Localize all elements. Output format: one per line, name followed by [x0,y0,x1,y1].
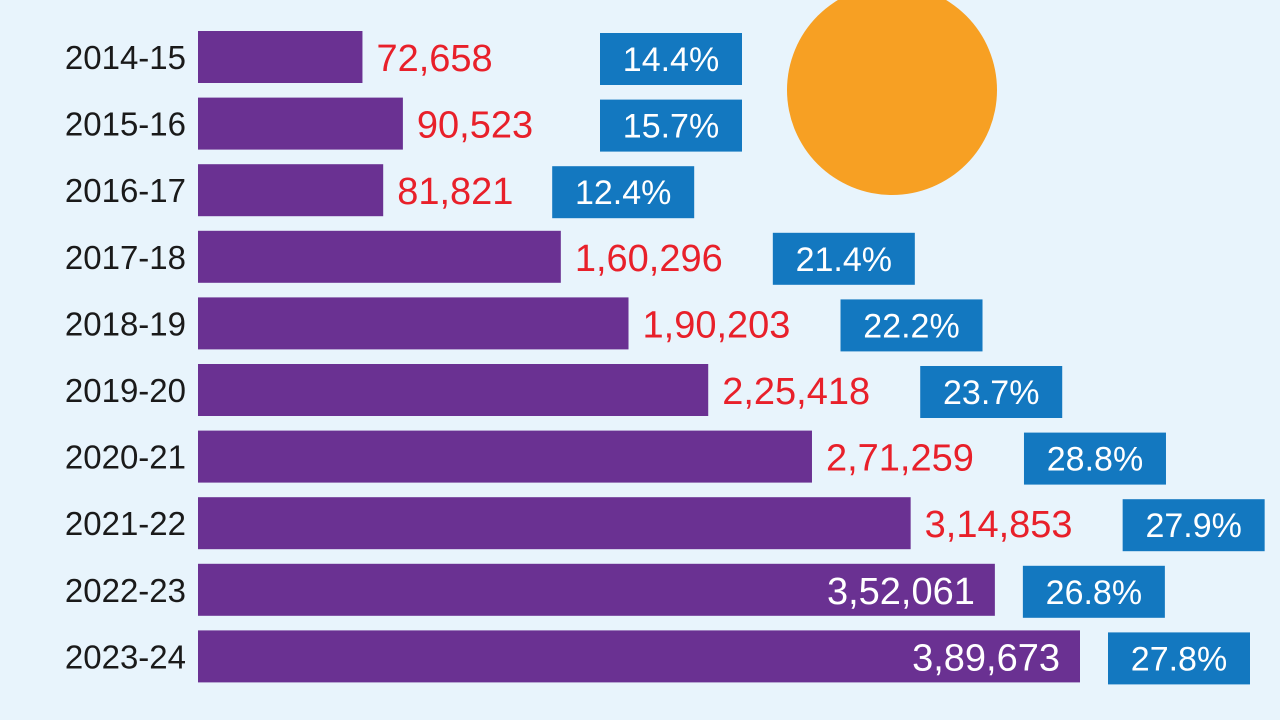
percent-box [772,232,915,285]
percent-label: 27.9% [1145,507,1241,545]
bar [198,497,911,550]
bar [198,230,561,283]
category-label: 2017-18 [65,239,186,276]
category-label: 2022-23 [65,572,186,609]
percent-box [1108,632,1250,685]
bar [198,297,629,350]
value-label: 3,52,061 [827,571,975,613]
percent-label: 15.7% [623,108,719,146]
category-label: 2014-15 [65,39,186,76]
value-label: 81,821 [397,171,513,213]
value-label: 1,60,296 [575,238,723,280]
bar [198,630,1080,683]
value-label: 1,90,203 [643,304,791,346]
percent-box [600,33,742,85]
category-label: 2019-20 [65,372,186,409]
percent-label: 23.7% [943,374,1039,412]
value-label: 72,658 [376,38,492,80]
bar [198,97,403,150]
value-label: 3,14,853 [925,504,1073,546]
value-label: 90,523 [417,105,533,147]
percent-label: 12.4% [575,174,671,212]
percent-box [600,99,742,152]
category-label: 2016-17 [65,172,186,209]
percent-box [1122,499,1265,552]
category-label: 2023-24 [65,638,186,675]
value-label: 2,25,418 [722,371,870,413]
orange-circle [787,0,997,195]
value-label: 2,71,259 [826,438,974,480]
value-label: 3,89,673 [912,637,1060,679]
bar [198,364,709,416]
category-label: 2018-19 [65,305,186,342]
percent-box [552,166,695,219]
percent-label: 21.4% [796,241,892,279]
category-label: 2020-21 [65,439,186,476]
bars-group: 2014-15 72,658 14.4% 2015-16 90,523 15.7% 2016… [65,31,1265,685]
percent-box [1023,432,1166,485]
bar [198,563,995,616]
percent-box [1022,565,1165,618]
percent-label: 22.2% [863,307,959,345]
category-label: 2021-22 [65,505,186,542]
percent-label: 27.8% [1131,640,1227,678]
bar [198,430,812,483]
percent-label: 28.8% [1047,441,1143,479]
bar [198,31,363,83]
percent-box [920,366,1063,418]
category-label: 2015-16 [65,106,186,143]
percent-label: 26.8% [1046,574,1142,612]
percent-label: 14.4% [623,41,719,79]
percent-box [840,299,983,352]
bar [198,164,384,217]
